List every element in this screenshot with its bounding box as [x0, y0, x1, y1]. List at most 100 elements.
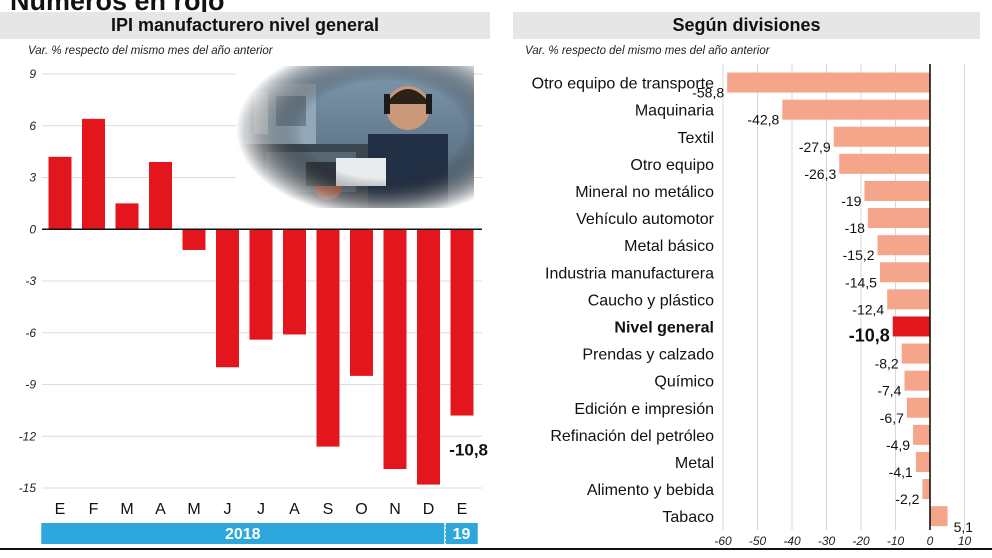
value-label: -6,7 [880, 410, 904, 426]
division-bar [833, 126, 930, 147]
division-bar [864, 180, 930, 201]
value-label: -19 [841, 193, 861, 209]
bar-month [450, 229, 474, 416]
division-label: Mineral no metálico [575, 184, 714, 201]
value-label: -2,2 [895, 491, 919, 507]
division-bar [904, 370, 930, 391]
division-label: Maquinaria [635, 103, 714, 120]
division-bar [901, 343, 930, 364]
division-label: Refinación del petróleo [550, 428, 714, 445]
bar-month [249, 229, 273, 340]
division-label: Químico [654, 374, 714, 391]
division-bar [915, 451, 930, 472]
x-tick-label: -40 [783, 534, 801, 548]
left-panel-subtitle: Var. % respecto del mismo mes del año an… [28, 45, 273, 57]
value-label: -14,5 [845, 274, 877, 290]
division-label: Metal básico [624, 238, 714, 255]
division-bar [727, 72, 930, 93]
division-label: Metal [675, 455, 714, 472]
value-label: 5,1 [954, 519, 974, 535]
x-tick-label: S [323, 501, 334, 518]
year-label: 19 [453, 526, 471, 543]
division-bar [930, 506, 948, 527]
x-tick-label: J [224, 501, 232, 518]
year-label: 2018 [225, 526, 261, 543]
value-label: -58,8 [692, 85, 724, 101]
factory-worker-photo [236, 66, 474, 208]
data-label-last: -10,8 [449, 441, 488, 460]
division-label: Vehículo automotor [576, 211, 715, 228]
value-label: -27,9 [799, 139, 831, 155]
left-panel-title: IPI manufacturero nivel general [0, 12, 490, 39]
y-tick-label: 6 [29, 119, 36, 133]
bar-month [316, 229, 340, 447]
value-label: -15,2 [843, 247, 875, 263]
x-tick-label: 10 [958, 534, 972, 548]
x-tick-label: M [187, 501, 200, 518]
x-tick-label: A [155, 501, 166, 518]
bar-month [350, 229, 373, 376]
value-label: -18 [845, 220, 865, 236]
x-tick-label: -30 [818, 534, 836, 548]
division-bar [906, 397, 930, 418]
y-tick-label: -12 [19, 429, 37, 443]
y-tick-label: -6 [25, 326, 36, 340]
x-tick-label: O [355, 501, 367, 518]
division-bar [867, 208, 930, 229]
bar-month [115, 203, 139, 230]
bottom-rule [0, 548, 992, 550]
right-panel-title: Según divisiones [513, 12, 980, 39]
bar-month [182, 229, 206, 250]
division-bar [839, 153, 930, 174]
value-label: -42,8 [747, 112, 779, 128]
division-label: Nivel general [614, 319, 714, 336]
value-label: -8,2 [875, 356, 899, 372]
value-label: -26,3 [804, 166, 836, 182]
division-label: Textil [678, 130, 714, 147]
division-bar [892, 316, 930, 337]
y-tick-label: -9 [25, 378, 36, 392]
x-tick-label: -60 [714, 534, 732, 548]
bar-month [82, 118, 105, 230]
y-tick-label: 0 [29, 222, 36, 236]
bar-month [417, 229, 440, 485]
division-bar [879, 262, 930, 283]
x-tick-label: A [289, 501, 300, 518]
division-label: Edición e impresión [574, 401, 714, 418]
y-tick-label: -3 [25, 274, 36, 288]
year-band [41, 523, 445, 544]
right-panel-subtitle: Var. % respecto del mismo mes del año an… [525, 45, 770, 57]
value-label: -10,8 [849, 325, 890, 345]
bar-month [216, 229, 239, 368]
x-tick-label: E [457, 501, 468, 518]
y-tick-label: 3 [29, 171, 36, 185]
year-band [445, 523, 478, 544]
x-tick-label: -50 [749, 534, 767, 548]
division-bar [782, 99, 930, 120]
division-bar [922, 479, 930, 500]
x-tick-label: E [55, 501, 66, 518]
division-label: Alimento y bebida [587, 482, 714, 499]
x-tick-label: -20 [852, 534, 870, 548]
bar-month [283, 229, 306, 335]
bar-month [48, 156, 72, 230]
division-bar [877, 235, 930, 256]
value-label: -12,4 [852, 301, 884, 317]
value-label: -7,4 [877, 383, 901, 399]
division-label: Otro equipo de transporte [532, 76, 714, 93]
bar-month [149, 161, 172, 230]
ipi-monthly-bar-chart: 9 6 3 0 -3 -6 -9 -12 -15 E F M A M J J A S O N D E -10,8 2018 19 [19, 67, 488, 544]
x-tick-label: 0 [927, 534, 934, 548]
x-tick-label: D [423, 501, 435, 518]
x-tick-label: M [120, 501, 133, 518]
y-tick-label: -15 [19, 481, 37, 495]
value-label: -4,9 [886, 437, 910, 453]
x-tick-label: F [89, 501, 99, 518]
division-label: Tabaco [662, 509, 714, 526]
x-tick-label: -10 [887, 534, 905, 548]
bar-month [383, 229, 407, 470]
y-tick-label: 9 [29, 67, 36, 81]
division-bar [913, 424, 930, 445]
x-tick-label: N [389, 501, 401, 518]
division-label: Prendas y calzado [582, 347, 714, 364]
